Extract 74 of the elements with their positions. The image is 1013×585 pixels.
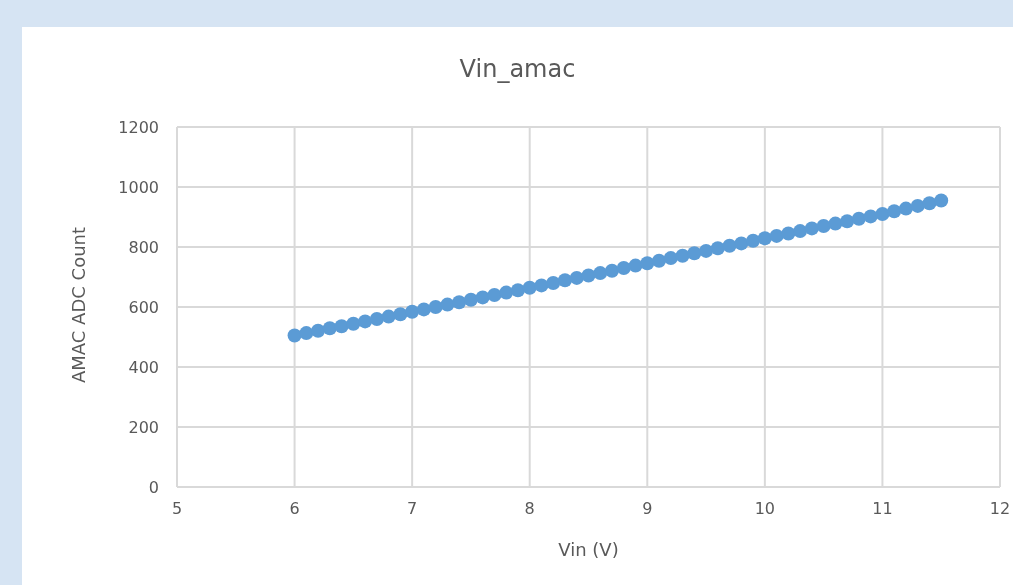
point (628, 258, 643, 273)
point (863, 209, 878, 224)
x-tick-label: 11 (872, 499, 893, 519)
x-tick-label: 8 (524, 499, 535, 519)
chart-title: Vin_amac (458, 55, 577, 83)
point (910, 198, 925, 213)
y-axis-title: AMAC ADC Count (67, 226, 89, 384)
point (416, 302, 431, 317)
point (346, 316, 361, 331)
point (487, 288, 502, 302)
point (652, 253, 667, 268)
point (616, 261, 631, 275)
point (640, 256, 655, 271)
point (851, 211, 866, 226)
point (440, 297, 455, 312)
point (793, 224, 808, 239)
point (534, 278, 549, 293)
point (781, 226, 796, 241)
point (569, 270, 584, 285)
point (334, 319, 349, 334)
point (287, 328, 302, 343)
point (769, 228, 784, 243)
y-tick-label: 200 (128, 417, 159, 437)
point (828, 216, 843, 231)
x-tick-label: 7 (407, 499, 418, 519)
point (816, 219, 831, 233)
point (322, 321, 337, 336)
point (428, 300, 443, 314)
point (405, 304, 420, 319)
point (722, 238, 737, 253)
y-tick-label: 800 (128, 237, 159, 257)
x-axis-title: Vin (V) (557, 539, 620, 560)
x-tick-label: 9 (642, 499, 653, 519)
point (557, 273, 572, 288)
point (522, 280, 537, 295)
point (299, 326, 314, 341)
y-tick-label: 1000 (118, 177, 159, 197)
point (922, 196, 937, 211)
point (757, 231, 772, 246)
point (746, 233, 761, 248)
point (887, 204, 902, 219)
point (593, 266, 608, 281)
point (605, 263, 620, 278)
point (875, 207, 890, 221)
y-tick-label: 0 (148, 477, 159, 497)
point (734, 236, 749, 251)
point (663, 251, 678, 266)
point (710, 241, 725, 256)
x-tick-label: 6 (289, 499, 300, 519)
point (581, 268, 596, 283)
point (463, 292, 478, 307)
x-tick-label: 12 (989, 499, 1011, 519)
point (898, 201, 913, 216)
point (510, 283, 525, 298)
point (499, 285, 514, 300)
x-tick-label: 5 (171, 499, 183, 519)
point (546, 276, 561, 290)
x-tick-label: 10 (754, 499, 776, 519)
point (358, 314, 373, 329)
y-tick-label: 1200 (118, 117, 159, 137)
y-tick-label: 400 (128, 357, 159, 377)
point (804, 221, 819, 236)
point (381, 309, 396, 324)
point (675, 248, 690, 263)
point (311, 323, 326, 338)
point (840, 214, 855, 229)
y-tick-label: 600 (128, 297, 159, 317)
point (687, 246, 702, 261)
point (393, 307, 408, 322)
point (452, 295, 467, 310)
point (934, 193, 949, 208)
point (475, 290, 490, 305)
point (369, 312, 384, 326)
point (699, 243, 714, 258)
